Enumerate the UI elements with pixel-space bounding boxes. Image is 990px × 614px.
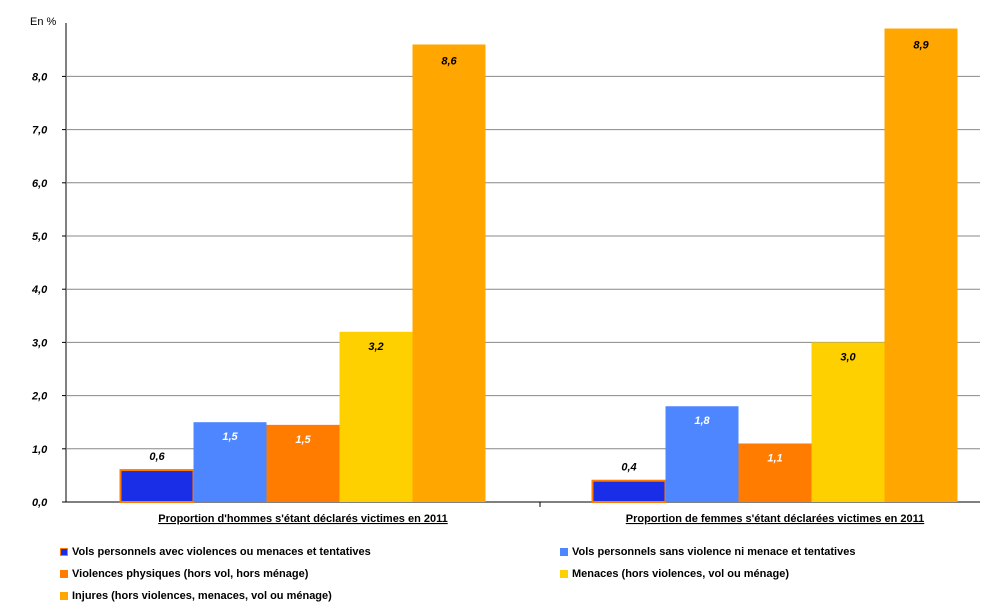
data-label: 3,0 xyxy=(840,351,856,363)
y-tick-label: 2,0 xyxy=(31,391,48,403)
bar xyxy=(412,44,486,502)
data-label: 0,4 xyxy=(621,462,636,474)
y-tick-label: 1,0 xyxy=(32,444,48,456)
data-label: 1,5 xyxy=(295,434,311,446)
bar xyxy=(266,424,340,502)
bar xyxy=(339,331,413,502)
data-label: 8,6 xyxy=(441,55,457,67)
legend-item: Violences physiques (hors vol, hors ména… xyxy=(60,568,308,580)
data-label: 8,9 xyxy=(913,40,929,52)
data-labels: 0,6 1,5 1,5 3,2 8,6 0,4 1,8 1,1 3,0 8,9 xyxy=(149,40,929,474)
bar xyxy=(119,469,195,503)
legend-swatch xyxy=(60,570,68,578)
data-label: 1,5 xyxy=(222,431,238,443)
legend-item: Injures (hors violences, menaces, vol ou… xyxy=(60,590,332,602)
legend-label: Injures (hors violences, menaces, vol ou… xyxy=(72,590,332,602)
category-labels: Proportion d'hommes s'étant déclarés vic… xyxy=(158,513,924,525)
y-tick-label: 0,0 xyxy=(32,497,48,509)
data-label: 3,2 xyxy=(368,341,383,353)
category-label: Proportion de femmes s'étant déclarées v… xyxy=(626,513,925,525)
legend-label: Menaces (hors violences, vol ou ménage) xyxy=(572,568,790,580)
legend-swatch xyxy=(60,548,68,556)
bar xyxy=(193,422,267,502)
bars xyxy=(119,28,958,504)
y-tick-label: 7,0 xyxy=(32,125,48,137)
legend-item: Menaces (hors violences, vol ou ménage) xyxy=(560,568,789,580)
y-axis-unit-label: En % xyxy=(30,16,57,28)
legend-item: Vols personnels sans violence ni menace … xyxy=(560,546,855,558)
y-tick-label: 4,0 xyxy=(31,284,48,296)
y-tick-label: 5,0 xyxy=(32,231,48,243)
data-label: 1,8 xyxy=(694,415,710,427)
y-tick-label: 6,0 xyxy=(32,178,48,190)
legend-label: Vols personnels sans violence ni menace … xyxy=(572,546,856,558)
category-label: Proportion d'hommes s'étant déclarés vic… xyxy=(158,513,448,525)
legend-label: Violences physiques (hors vol, hors ména… xyxy=(72,568,309,580)
y-tick-label: 3,0 xyxy=(32,337,48,349)
y-axis-ticks: 0,0 1,0 2,0 3,0 4,0 5,0 6,0 7,0 8,0 xyxy=(31,71,48,509)
legend: Vols personnels avec violences ou menace… xyxy=(60,546,980,612)
data-label: 0,6 xyxy=(149,451,165,463)
legend-swatch xyxy=(560,570,568,578)
bar xyxy=(884,28,958,503)
bar xyxy=(811,342,885,502)
legend-label: Vols personnels avec violences ou menace… xyxy=(72,546,371,558)
legend-swatch xyxy=(60,592,68,600)
legend-item: Vols personnels avec violences ou menace… xyxy=(60,546,371,558)
bar xyxy=(665,406,739,502)
y-tick-label: 8,0 xyxy=(32,71,48,83)
legend-swatch xyxy=(560,548,568,556)
data-label: 1,1 xyxy=(767,452,782,464)
bar xyxy=(738,443,812,502)
bar-chart: En % 0,0 1,0 2,0 3,0 4,0 5,0 6,0 7,0 8,0 0,6 1,5 1… xyxy=(30,16,980,525)
bar xyxy=(591,479,667,504)
